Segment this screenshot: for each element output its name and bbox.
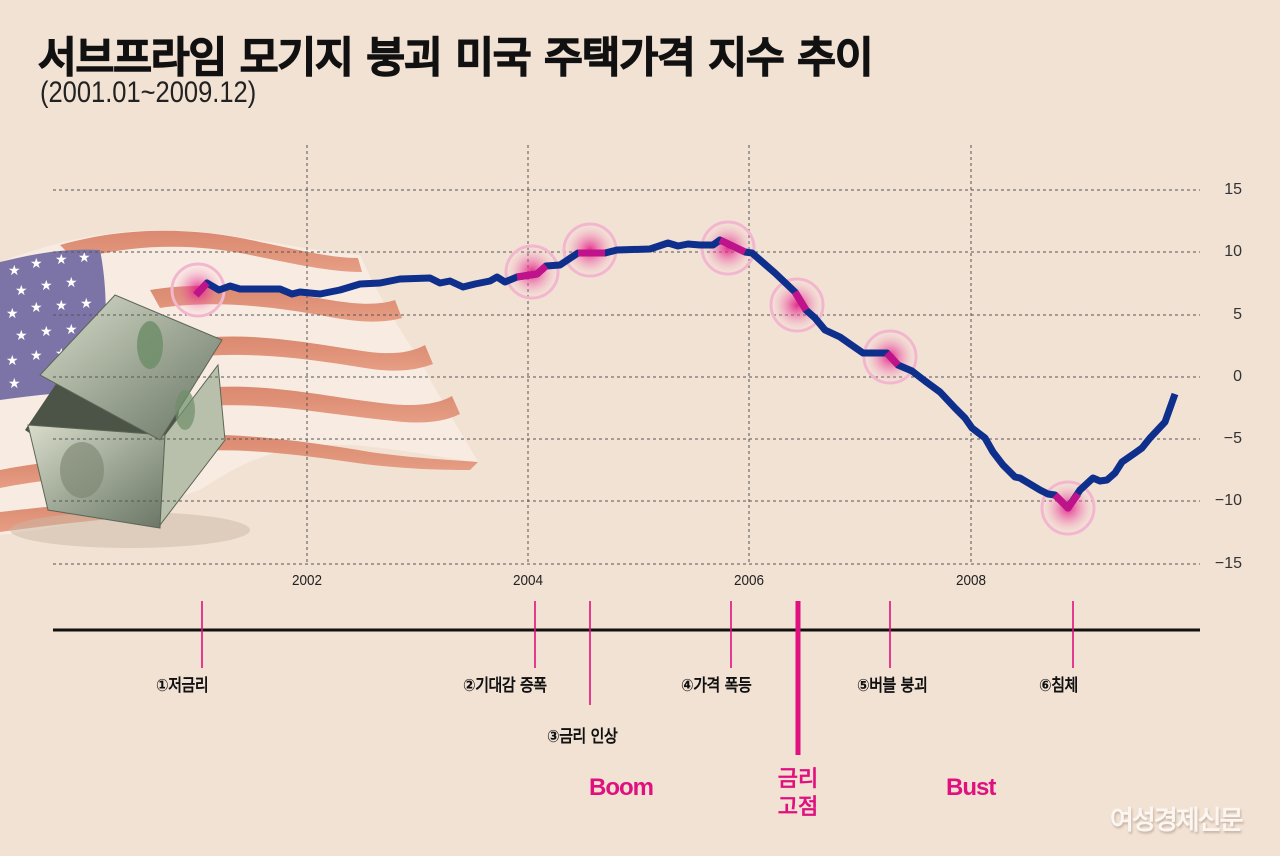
y-tick-neg15: −15 <box>1214 555 1242 572</box>
svg-text:★: ★ <box>8 376 21 392</box>
svg-text:★: ★ <box>78 250 91 266</box>
y-tick-5: 5 <box>1233 306 1242 323</box>
y-tick-10: 10 <box>1224 243 1242 260</box>
svg-text:★: ★ <box>8 263 21 279</box>
highlight-segments <box>193 236 1081 512</box>
svg-text:★: ★ <box>30 300 43 316</box>
svg-text:★: ★ <box>6 306 19 322</box>
x-tick-2002: 2002 <box>291 572 323 589</box>
event-label-low-rate: ①저금리 <box>156 676 209 696</box>
svg-text:★: ★ <box>40 278 53 294</box>
svg-text:★: ★ <box>15 283 28 299</box>
page-title: 서브프라임 모기지 붕괴 미국 주택가격 지수 추이 <box>37 32 874 82</box>
svg-text:★: ★ <box>30 348 43 364</box>
publisher-watermark: 여성경제신문 <box>1110 806 1244 836</box>
svg-text:★: ★ <box>40 324 53 340</box>
svg-text:★: ★ <box>65 275 78 291</box>
event-label-rate-hike: ③금리 인상 <box>547 727 618 747</box>
svg-text:★: ★ <box>55 252 68 268</box>
svg-text:★: ★ <box>15 328 28 344</box>
event-label-expectation: ②기대감 증폭 <box>463 676 547 696</box>
grid <box>53 145 1200 565</box>
y-tick-0: 0 <box>1233 368 1242 385</box>
y-tick-neg5: −5 <box>1223 430 1242 447</box>
event-label-price-surge: ④가격 폭등 <box>681 676 752 696</box>
phase-bust: Bust <box>946 774 996 801</box>
y-tick-neg10: −10 <box>1214 492 1242 509</box>
timeline-ticks <box>201 601 1074 705</box>
svg-text:★: ★ <box>6 353 19 369</box>
y-tick-15: 15 <box>1224 181 1242 198</box>
event-label-recession: ⑥침체 <box>1039 676 1078 696</box>
money-house-illustration <box>10 294 250 548</box>
x-tick-2004: 2004 <box>512 572 544 589</box>
svg-text:★: ★ <box>80 296 93 312</box>
rate-peak-line2: 고점 <box>777 795 819 820</box>
svg-text:★: ★ <box>30 256 43 272</box>
rate-peak-line1: 금리 <box>777 767 819 792</box>
svg-text:★: ★ <box>55 298 68 314</box>
page-subtitle: (2001.01~2009.12) <box>40 76 257 109</box>
event-label-bubble-burst: ⑤버블 붕괴 <box>857 676 928 696</box>
svg-text:★: ★ <box>65 322 78 338</box>
x-tick-2006: 2006 <box>733 572 765 589</box>
phase-boom: Boom <box>589 774 654 801</box>
x-tick-2008: 2008 <box>955 572 987 589</box>
rate-peak-label: 금리 고점 <box>774 766 822 822</box>
